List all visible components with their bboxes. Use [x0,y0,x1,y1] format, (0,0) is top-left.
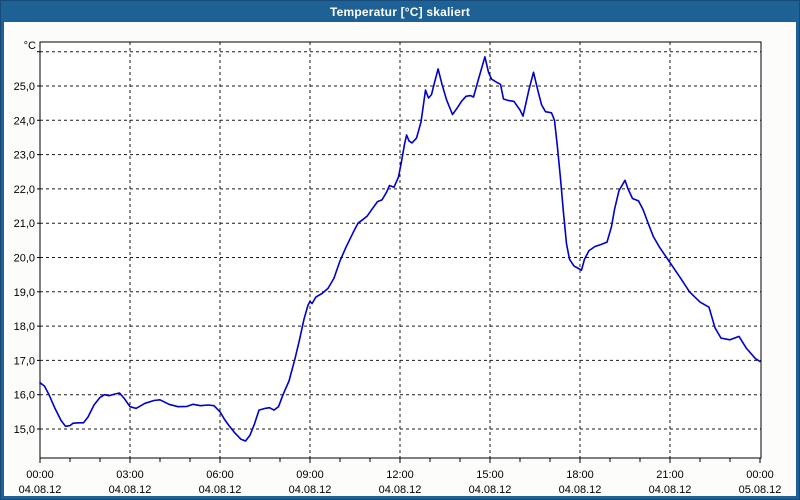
svg-text:00:00: 00:00 [26,469,54,481]
svg-text:22,0: 22,0 [14,184,35,196]
svg-text:04.08.12: 04.08.12 [379,484,422,496]
svg-text:12:00: 12:00 [386,469,414,481]
svg-text:18:00: 18:00 [566,469,594,481]
svg-text:06:00: 06:00 [206,469,234,481]
svg-text:05.08.12: 05.08.12 [739,484,782,496]
window-titlebar: Temperatur [°C] skaliert [1,1,799,22]
svg-text:19,0: 19,0 [14,287,35,299]
svg-text:15:00: 15:00 [476,469,504,481]
svg-text:16,0: 16,0 [14,390,35,402]
svg-text:25,0: 25,0 [14,81,35,93]
svg-text:04.08.12: 04.08.12 [19,484,62,496]
temperature-line-chart: 15,0 16,0 17,0 18,0 19,0 20,0 21,0 22,0 23,0 24,0… [14,40,782,496]
svg-text:04.08.12: 04.08.12 [469,484,512,496]
svg-text:04.08.12: 04.08.12 [199,484,242,496]
svg-text:15,0: 15,0 [14,424,35,436]
svg-text:04.08.12: 04.08.12 [559,484,602,496]
svg-text:23,0: 23,0 [14,150,35,162]
svg-text:03:00: 03:00 [116,469,144,481]
svg-text:21,0: 21,0 [14,218,35,230]
svg-text:18,0: 18,0 [14,321,35,333]
svg-text:04.08.12: 04.08.12 [649,484,692,496]
svg-text:20,0: 20,0 [14,253,35,265]
svg-text:21:00: 21:00 [656,469,684,481]
svg-text:24,0: 24,0 [14,115,35,127]
svg-text:17,0: 17,0 [14,355,35,367]
window-title: Temperatur [°C] skaliert [329,4,471,19]
svg-text:00:00: 00:00 [746,469,774,481]
svg-text:04.08.12: 04.08.12 [289,484,332,496]
svg-text:04.08.12: 04.08.12 [109,484,152,496]
svg-text:09:00: 09:00 [296,469,324,481]
svg-text:°C: °C [24,40,36,52]
chart-frame: 15,0 16,0 17,0 18,0 19,0 20,0 21,0 22,0 23,0 24,0… [1,22,799,499]
